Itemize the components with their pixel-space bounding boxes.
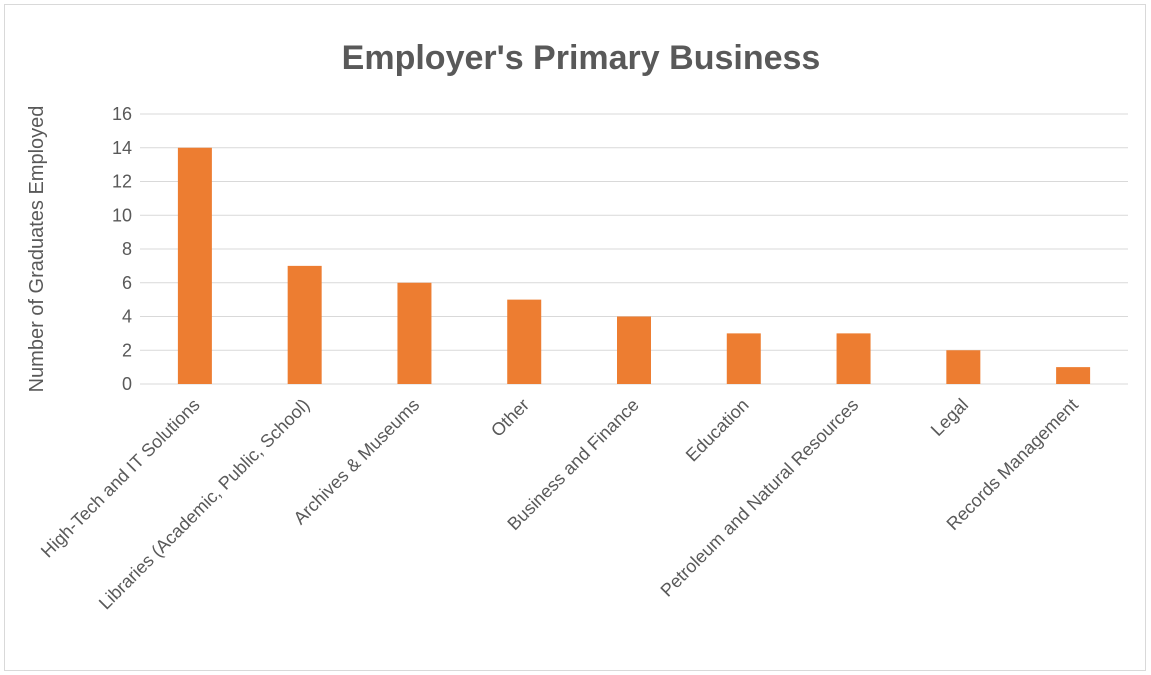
chart-title: Employer's Primary Business xyxy=(342,39,821,77)
bar xyxy=(836,333,871,384)
y-axis-ticks: 0 2 4 6 8 10 12 14 16 xyxy=(112,104,132,394)
y-tick-label: 4 xyxy=(122,307,132,327)
y-axis-title: Number of Graduates Employed xyxy=(26,106,48,393)
x-tick-label: Education xyxy=(682,395,753,466)
bar xyxy=(726,333,761,384)
bar xyxy=(397,282,432,384)
y-tick-label: 16 xyxy=(112,104,132,124)
y-tick-label: 10 xyxy=(112,205,132,225)
bar xyxy=(1056,367,1091,384)
y-tick-label: 8 xyxy=(122,239,132,259)
x-tick-label: Libraries (Academic, Public, School) xyxy=(95,395,314,614)
y-tick-label: 0 xyxy=(122,374,132,394)
y-tick-label: 14 xyxy=(112,138,132,158)
x-tick-label: Archives & Museums xyxy=(290,395,424,529)
y-tick-label: 12 xyxy=(112,172,132,192)
bar xyxy=(177,147,212,384)
bars xyxy=(177,147,1091,384)
y-tick-label: 6 xyxy=(122,273,132,293)
x-tick-label: Petroleum and Natural Resources xyxy=(657,395,863,601)
bar xyxy=(617,316,651,384)
bar xyxy=(507,299,542,384)
bar xyxy=(287,265,322,384)
x-tick-label: Legal xyxy=(927,395,972,440)
x-tick-label: Other xyxy=(487,395,533,441)
bar xyxy=(946,350,981,384)
y-tick-label: 2 xyxy=(122,340,132,360)
